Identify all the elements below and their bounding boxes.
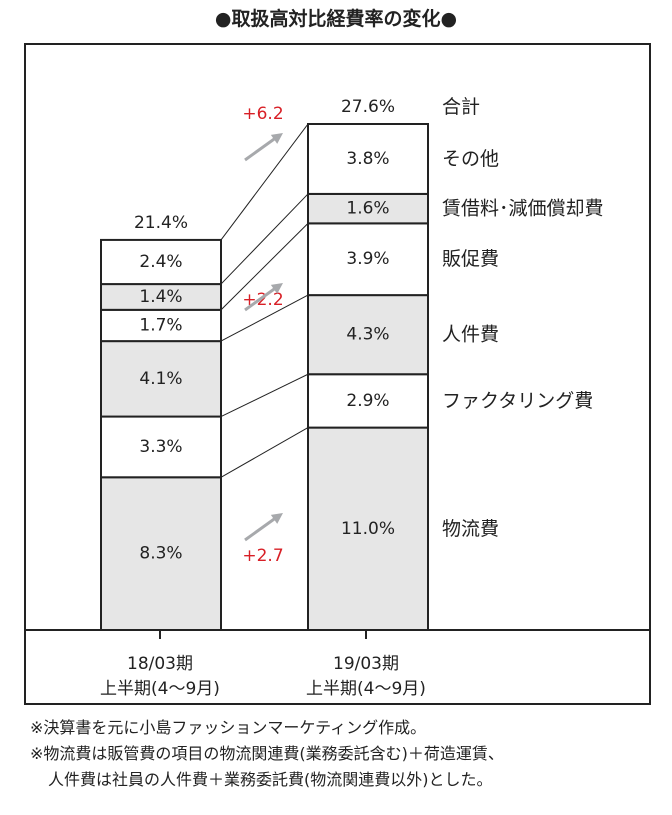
footnote-definition: ※物流費は販管費の項目の物流関連費(業務委託含む)＋荷造運賃、	[30, 744, 504, 763]
legend-label-total: 合計	[442, 96, 480, 118]
category-label: 19/03期	[333, 654, 399, 674]
legend-label: 物流費	[442, 518, 499, 540]
legend-label: ファクタリング費	[442, 390, 593, 412]
legend-label: その他	[442, 148, 499, 170]
legend-label: 販促費	[442, 248, 499, 270]
legend-label: 賃借料･減価償却費	[442, 198, 604, 220]
arrow-shaft	[244, 515, 278, 542]
data-label: 8.3%	[139, 544, 182, 564]
arrow-head	[270, 133, 283, 144]
bar-segment	[307, 222, 429, 297]
data-label: 4.1%	[139, 369, 182, 389]
data-label: 1.4%	[139, 287, 182, 307]
bar-segment	[307, 373, 429, 429]
data-label: 1.7%	[139, 315, 182, 335]
total-label: 21.4%	[134, 213, 188, 233]
category-label: 上半期(4〜9月)	[100, 679, 220, 699]
category-label: 18/03期	[127, 654, 193, 674]
plot-frame	[24, 43, 651, 705]
data-label: 3.8%	[346, 149, 389, 169]
bar-segment	[307, 294, 429, 376]
change-annotation: +6.2	[242, 104, 283, 124]
data-label: 4.3%	[346, 325, 389, 345]
bar-segment	[307, 192, 429, 225]
legend-label: 人件費	[442, 324, 499, 346]
arrow-shaft	[244, 135, 278, 162]
data-label: 2.4%	[139, 252, 182, 272]
arrow-head	[270, 283, 283, 294]
connector-line	[220, 427, 309, 478]
total-label: 27.6%	[341, 97, 395, 117]
category-label: 上半期(4〜9月)	[306, 679, 426, 699]
arrow-head	[270, 513, 283, 524]
data-label: 1.6%	[346, 199, 389, 219]
arrow-shaft	[244, 285, 278, 312]
chart-title: ●取扱高対比経費率の変化●	[215, 7, 457, 30]
connector-line	[220, 193, 309, 285]
data-label: 11.0%	[341, 519, 395, 539]
footnote-source: ※決算書を元に小島ファッションマーケティング作成。	[30, 718, 427, 737]
bar-segment	[100, 283, 222, 311]
bar-segment	[100, 238, 222, 286]
data-label: 3.9%	[346, 249, 389, 269]
bar-segment	[100, 476, 222, 631]
connector-line	[220, 223, 309, 311]
bar-segment	[307, 426, 429, 631]
bar-segment	[100, 340, 222, 418]
connector-line	[220, 373, 309, 418]
change-annotation: +2.7	[242, 546, 283, 566]
data-label: 3.3%	[139, 437, 182, 457]
footnote-definition-continued: 人件費は社員の人件費＋業務委託費(物流関連費以外)とした。	[48, 770, 493, 789]
connector-line	[220, 294, 309, 342]
data-label: 2.9%	[346, 391, 389, 411]
connector-line	[220, 123, 309, 241]
bar-segment	[307, 123, 429, 195]
